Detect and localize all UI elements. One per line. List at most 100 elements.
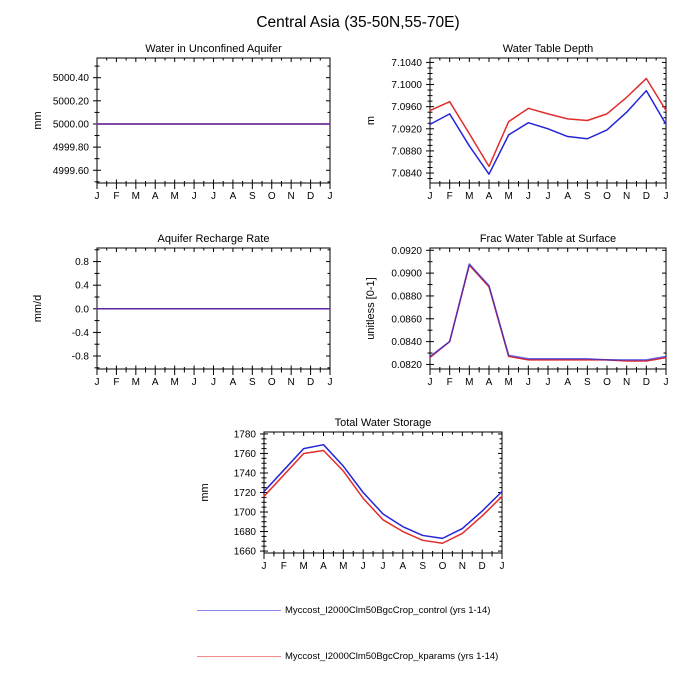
y-tick-label: 5000.20 <box>53 96 90 107</box>
x-tick-label: J <box>664 377 669 388</box>
x-tick-label: D <box>479 561 486 572</box>
y-tick-label: 0.4 <box>75 281 89 292</box>
x-tick-label: S <box>249 191 256 202</box>
series-kparams-line <box>429 77 667 168</box>
x-tick-label: F <box>447 377 453 388</box>
y-tick-label: 4999.60 <box>53 166 90 177</box>
x-tick-label: D <box>643 377 650 388</box>
y-tick-label: 1700 <box>234 508 257 519</box>
y-axis-label: mm <box>32 111 44 129</box>
x-tick-label: S <box>584 191 591 202</box>
x-tick-label: J <box>526 377 531 388</box>
legend-line-kparams <box>197 655 281 657</box>
legend-item-control: Myccost_I2000Clm50BgcCrop_control (yrs 1… <box>197 603 490 617</box>
x-tick-label: A <box>152 377 159 388</box>
y-tick-label: 0.0860 <box>391 314 422 325</box>
x-tick-label: S <box>249 377 256 388</box>
y-tick-label: 1760 <box>234 449 257 460</box>
x-tick-label: N <box>288 377 295 388</box>
x-tick-label: F <box>113 191 119 202</box>
chart-title: Water Table Depth <box>503 43 594 55</box>
x-tick-label: S <box>584 377 591 388</box>
x-tick-label: S <box>419 561 426 572</box>
x-tick-label: A <box>564 191 571 202</box>
x-tick-label: J <box>500 561 505 572</box>
y-tick-label: 0.0840 <box>391 337 422 348</box>
x-tick-label: M <box>132 191 140 202</box>
chart-frac-water-table-at-surface: J F M A M J J A S O N D J0.08200.08400.08600.08800.0… <box>365 233 669 388</box>
x-tick-label: J <box>95 377 100 388</box>
x-tick-label: F <box>113 377 119 388</box>
x-tick-label: M <box>170 377 178 388</box>
x-tick-label: N <box>288 191 295 202</box>
x-tick-label: J <box>328 377 333 388</box>
y-tick-label: -0.4 <box>72 328 90 339</box>
y-tick-label: 7.0920 <box>391 124 422 135</box>
x-tick-label: M <box>504 377 512 388</box>
x-tick-label: A <box>564 377 571 388</box>
y-tick-label: 1660 <box>234 547 257 558</box>
x-tick-label: J <box>361 561 366 572</box>
y-tick-label: 1680 <box>234 527 257 538</box>
x-tick-label: M <box>504 191 512 202</box>
x-tick-label: J <box>381 561 386 572</box>
series-control-line <box>263 443 503 540</box>
y-axis-label: mm <box>199 483 211 501</box>
chart-water-table-depth: J F M A M J J A S O N D J7.08407.08807.09207.09607.1… <box>365 43 669 202</box>
x-tick-label: J <box>211 191 216 202</box>
y-tick-label: 0.0820 <box>391 360 422 371</box>
x-tick-label: A <box>230 191 237 202</box>
y-tick-label: 0.0880 <box>391 291 422 302</box>
x-tick-label: J <box>428 377 433 388</box>
x-tick-label: O <box>603 191 611 202</box>
y-tick-label: 1780 <box>234 429 257 440</box>
y-tick-label: 5000.40 <box>53 73 90 84</box>
legend-label-kparams: Myccost_I2000Clm50BgcCrop_kparams (yrs 1… <box>285 650 499 662</box>
plot-frame <box>429 57 667 184</box>
x-tick-label: O <box>603 377 611 388</box>
x-tick-label: J <box>192 377 197 388</box>
y-axis-label: mm/d <box>32 295 44 323</box>
x-tick-label: J <box>526 191 531 202</box>
y-tick-label: 7.1040 <box>391 58 422 69</box>
x-tick-label: J <box>211 377 216 388</box>
y-tick-label: 7.1000 <box>391 80 422 91</box>
series-control-line <box>429 89 667 175</box>
y-tick-label: 5000.00 <box>53 119 90 130</box>
x-tick-label: J <box>192 191 197 202</box>
y-tick-label: -0.8 <box>72 352 90 363</box>
x-tick-label: N <box>623 191 630 202</box>
y-axis-label: m <box>365 116 377 125</box>
x-tick-label: F <box>447 191 453 202</box>
x-tick-label: N <box>623 377 630 388</box>
x-tick-label: M <box>465 191 473 202</box>
x-tick-label: J <box>328 191 333 202</box>
plot-frame <box>263 431 503 554</box>
x-tick-label: J <box>95 191 100 202</box>
y-tick-label: 1740 <box>234 468 257 479</box>
y-tick-label: 7.0840 <box>391 169 422 180</box>
x-tick-label: F <box>281 561 287 572</box>
series-control-line <box>429 263 667 361</box>
x-tick-label: A <box>152 191 159 202</box>
x-tick-label: J <box>262 561 267 572</box>
x-tick-label: J <box>546 191 551 202</box>
x-tick-label: A <box>486 191 493 202</box>
y-tick-label: 0.0920 <box>391 246 422 257</box>
figure-title: Central Asia (35-50N,55-70E) <box>256 14 460 31</box>
x-tick-label: O <box>268 191 276 202</box>
x-tick-label: M <box>170 191 178 202</box>
legend-line-control <box>197 609 281 611</box>
plot-frame <box>429 247 667 370</box>
x-tick-label: O <box>268 377 276 388</box>
x-tick-label: D <box>307 191 314 202</box>
x-tick-label: J <box>546 377 551 388</box>
x-tick-label: J <box>664 191 669 202</box>
y-tick-label: 0.0 <box>75 304 89 315</box>
x-tick-label: D <box>643 191 650 202</box>
chart-title: Water in Unconfined Aquifer <box>145 43 282 55</box>
x-tick-label: N <box>459 561 466 572</box>
legend-label-control: Myccost_I2000Clm50BgcCrop_control (yrs 1… <box>285 604 491 616</box>
